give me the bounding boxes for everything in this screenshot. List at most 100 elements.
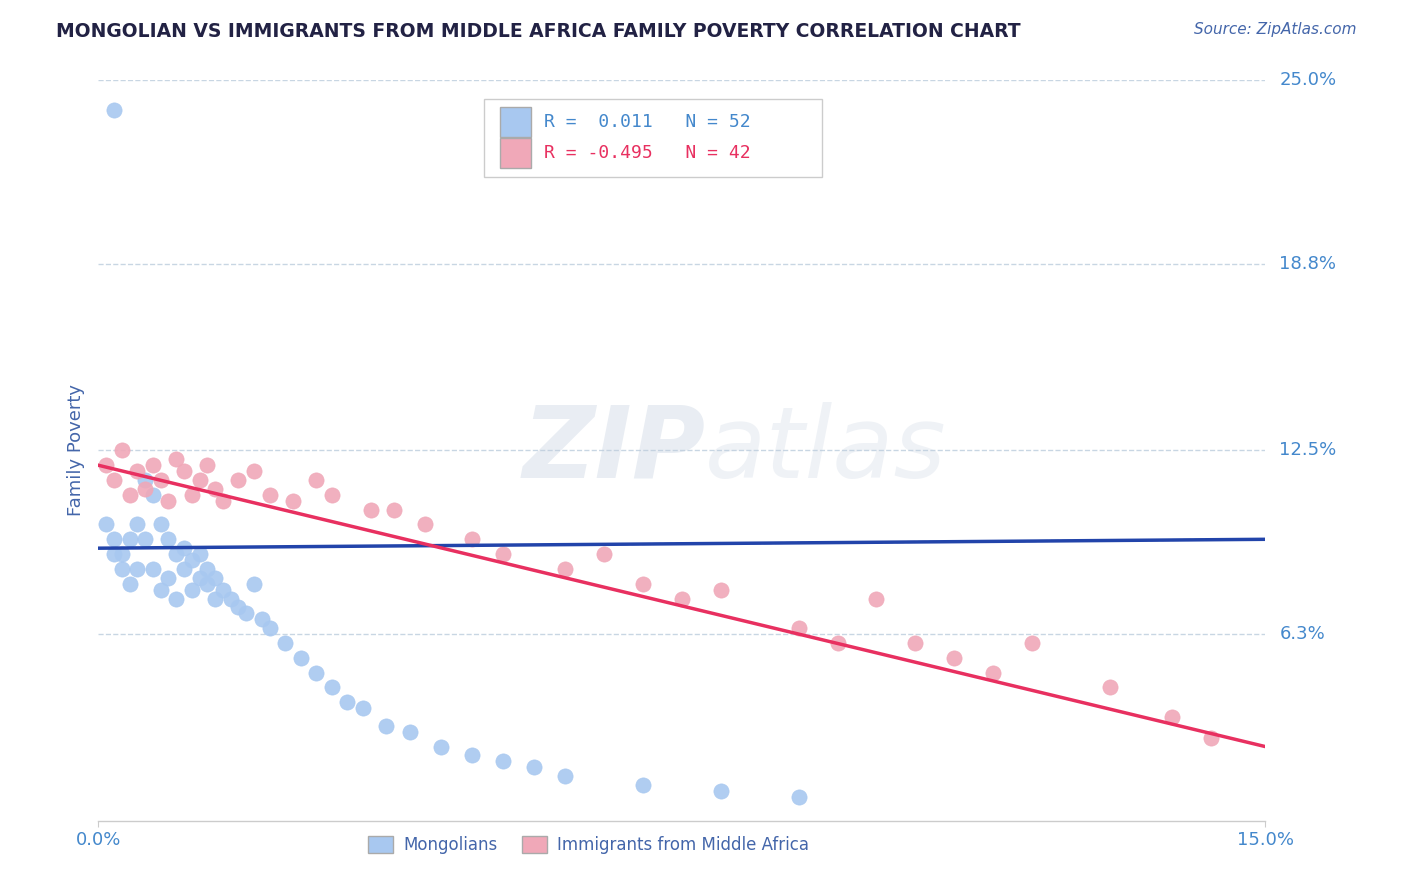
Point [671, 591, 693, 606]
Point [281, 493, 304, 508]
Point [173, 464, 195, 478]
Point [787, 789, 810, 804]
Point [943, 650, 966, 665]
Point [981, 665, 1004, 680]
Point [360, 502, 382, 516]
Point [96, 458, 118, 473]
Point [195, 576, 218, 591]
Point [631, 778, 654, 792]
Point [250, 612, 273, 626]
Point [336, 695, 359, 709]
Point [134, 473, 156, 487]
Point [290, 650, 312, 665]
Point [305, 665, 328, 680]
FancyBboxPatch shape [484, 99, 823, 177]
Point [157, 493, 180, 508]
Point [134, 482, 156, 496]
Point [593, 547, 616, 561]
Point [96, 517, 118, 532]
Point [219, 591, 242, 606]
Point [305, 473, 328, 487]
Point [157, 533, 180, 547]
Point [204, 591, 226, 606]
Point [111, 443, 134, 458]
Point [1098, 681, 1121, 695]
Point [382, 502, 405, 516]
Legend: Mongolians, Immigrants from Middle Africa: Mongolians, Immigrants from Middle Afric… [361, 829, 815, 861]
Point [188, 473, 211, 487]
Point [235, 607, 257, 621]
Point [118, 488, 141, 502]
Point [429, 739, 451, 754]
Point [243, 464, 266, 478]
Text: 6.3%: 6.3% [1279, 625, 1324, 643]
Text: atlas: atlas [706, 402, 946, 499]
Point [180, 553, 202, 567]
Point [142, 562, 165, 576]
Point [212, 493, 235, 508]
Point [204, 571, 226, 585]
Point [228, 600, 250, 615]
Point [180, 488, 202, 502]
Point [195, 458, 218, 473]
Point [321, 681, 343, 695]
Point [321, 488, 343, 502]
Point [111, 562, 134, 576]
FancyBboxPatch shape [501, 138, 531, 168]
Point [127, 464, 149, 478]
Point [554, 769, 576, 783]
Text: ZIP: ZIP [522, 402, 706, 499]
Point [352, 701, 374, 715]
Point [461, 533, 484, 547]
Point [188, 547, 211, 561]
Point [865, 591, 887, 606]
Point [165, 452, 187, 467]
Point [827, 636, 849, 650]
Point [398, 724, 420, 739]
Point [492, 755, 515, 769]
Point [188, 571, 211, 585]
Text: 18.8%: 18.8% [1279, 255, 1336, 273]
Point [149, 517, 172, 532]
Point [523, 760, 546, 774]
Point [149, 473, 172, 487]
Point [134, 533, 156, 547]
Point [413, 517, 436, 532]
Point [180, 582, 202, 597]
Point [173, 562, 195, 576]
Point [149, 582, 172, 597]
Point [165, 547, 187, 561]
Point [554, 562, 576, 576]
Point [103, 473, 125, 487]
FancyBboxPatch shape [501, 107, 531, 136]
Point [103, 533, 125, 547]
Point [243, 576, 266, 591]
Text: 12.5%: 12.5% [1279, 442, 1337, 459]
Point [204, 482, 226, 496]
Point [631, 576, 654, 591]
Point [195, 562, 218, 576]
Point [1161, 710, 1184, 724]
Point [492, 547, 515, 561]
Point [228, 473, 250, 487]
Point [142, 458, 165, 473]
Point [274, 636, 297, 650]
Point [103, 103, 125, 117]
Point [118, 576, 141, 591]
Point [710, 784, 733, 798]
Point [787, 621, 810, 635]
Point [165, 591, 187, 606]
Text: MONGOLIAN VS IMMIGRANTS FROM MIDDLE AFRICA FAMILY POVERTY CORRELATION CHART: MONGOLIAN VS IMMIGRANTS FROM MIDDLE AFRI… [56, 22, 1021, 41]
Point [103, 547, 125, 561]
Point [461, 748, 484, 763]
Point [157, 571, 180, 585]
Point [173, 541, 195, 556]
Point [127, 562, 149, 576]
Point [111, 547, 134, 561]
Point [375, 719, 398, 733]
Point [118, 533, 141, 547]
Point [1199, 731, 1222, 745]
Point [259, 488, 281, 502]
Y-axis label: Family Poverty: Family Poverty [66, 384, 84, 516]
Point [710, 582, 733, 597]
